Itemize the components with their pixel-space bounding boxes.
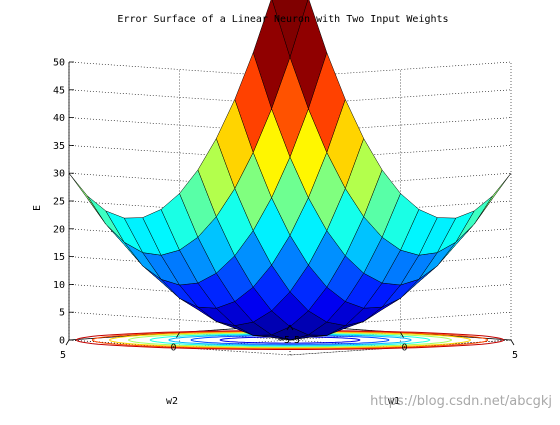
z-tick-label: 10 [53, 280, 65, 291]
z-gridline [68, 117, 512, 133]
w2-tick [286, 324, 291, 331]
z-tick-label: 15 [53, 252, 65, 263]
z-tick-label: 30 [53, 169, 65, 180]
w1-tick [400, 332, 404, 338]
w1-tick [510, 339, 515, 346]
z-axis-label: E [32, 205, 43, 211]
w2-floor-gridline [68, 339, 291, 356]
w2-tick [176, 332, 180, 338]
z-tick-label: 0 [59, 336, 65, 347]
z-tick-label: 5 [59, 308, 65, 319]
surface-patch [68, 173, 107, 225]
z-gridline [68, 89, 512, 106]
w2-axis-ticks: −5 0 5 [60, 324, 291, 361]
z-tick-label: 25 [53, 197, 65, 208]
z-tick-label: 20 [53, 224, 65, 235]
z-tick-label: 50 [53, 58, 65, 69]
chart-title: Error Surface of a Linear Neuron with Tw… [117, 14, 448, 25]
surface-patch [271, 0, 309, 59]
z-gridline [68, 311, 512, 328]
surface-patch [473, 173, 512, 225]
watermark: https://blog.csdn.net/abcgkj [370, 394, 552, 409]
w1-tick-label: 5 [512, 350, 518, 361]
z-gridline [68, 61, 512, 78]
w1-axis-label: w1 [388, 396, 400, 407]
z-tick-label: 40 [53, 113, 65, 124]
w1-floor-gridline [289, 339, 512, 356]
z-tick-label: 45 [53, 85, 65, 96]
z-gridline [68, 145, 512, 161]
w1-tick-label: −5 [288, 335, 300, 346]
z-gridline [68, 200, 512, 217]
z-gridline [68, 172, 512, 189]
z-axis-ticks: 0 5 10 15 20 25 30 35 40 45 50 [53, 58, 74, 347]
z-tick-label: 35 [53, 141, 65, 152]
w1-tick [289, 324, 294, 331]
w2-tick [65, 339, 70, 346]
w2-tick-label: −5 [278, 335, 290, 346]
w2-tick-label: 0 [170, 343, 176, 354]
w2-axis-label: w2 [166, 396, 178, 407]
error-surface [68, 0, 512, 341]
w2-tick-label: 5 [60, 350, 66, 361]
w1-axis-ticks: −5 0 5 [288, 324, 518, 361]
w1-tick-label: 0 [401, 343, 407, 354]
z-gridline [68, 284, 512, 300]
